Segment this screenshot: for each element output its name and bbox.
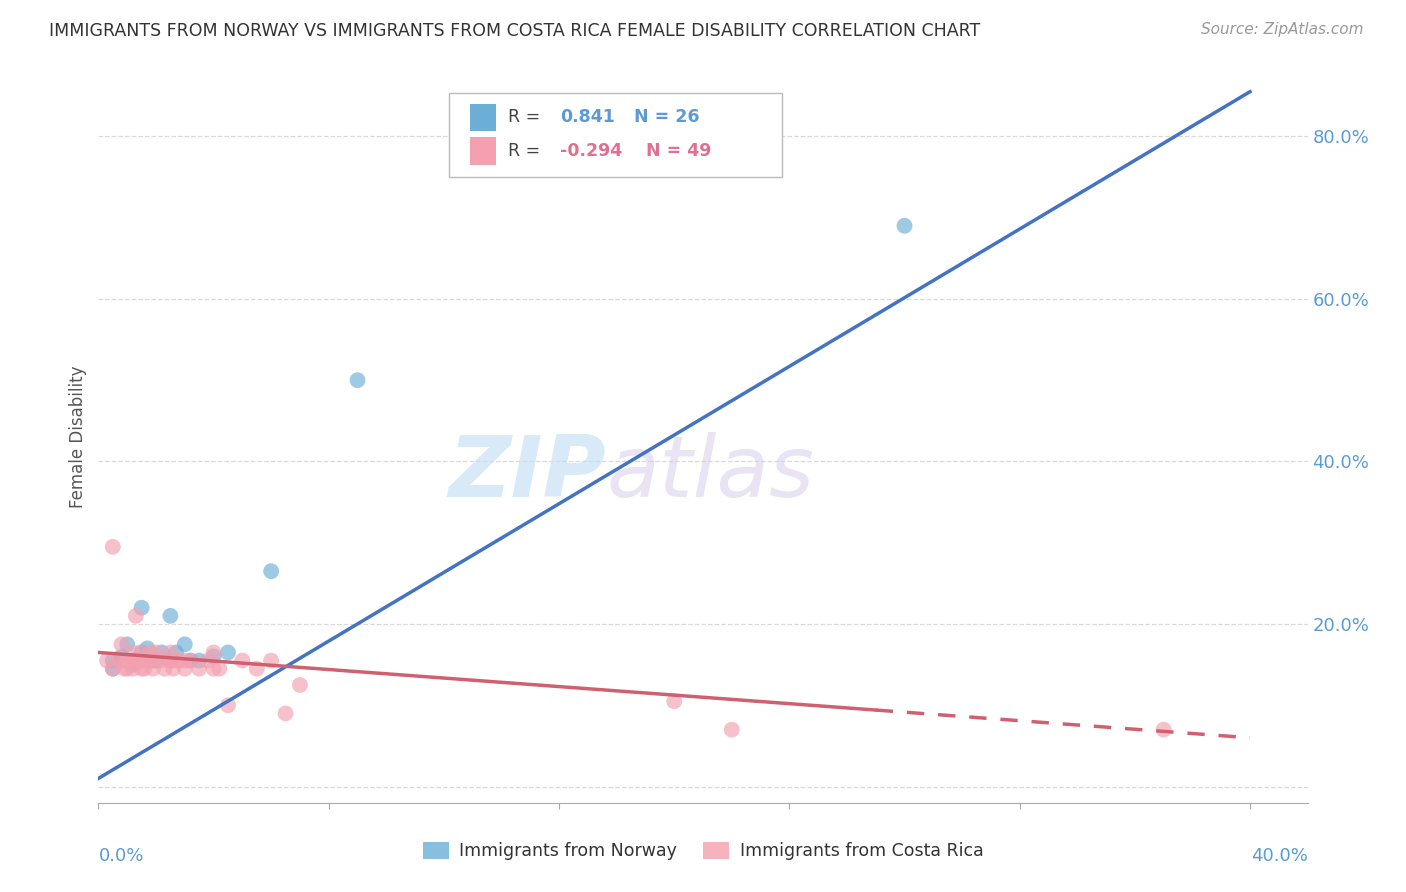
Point bbox=[153, 662, 176, 676]
Point bbox=[167, 654, 190, 668]
Text: R =: R = bbox=[509, 109, 546, 127]
Point bbox=[188, 662, 211, 676]
Point bbox=[110, 649, 132, 664]
Point bbox=[131, 654, 153, 668]
Point bbox=[274, 706, 297, 721]
Point bbox=[217, 645, 239, 659]
Point bbox=[110, 654, 132, 668]
Point bbox=[260, 564, 283, 578]
Point bbox=[173, 662, 195, 676]
Text: R =: R = bbox=[509, 142, 546, 160]
Text: Source: ZipAtlas.com: Source: ZipAtlas.com bbox=[1201, 22, 1364, 37]
Point bbox=[96, 654, 118, 668]
Point bbox=[122, 657, 145, 672]
Point bbox=[125, 654, 148, 668]
Point bbox=[145, 645, 167, 659]
Point bbox=[101, 654, 124, 668]
Point bbox=[202, 645, 225, 659]
Point bbox=[346, 373, 368, 387]
Point bbox=[131, 645, 153, 659]
Point bbox=[150, 645, 173, 659]
Point bbox=[122, 654, 145, 668]
Point bbox=[139, 654, 162, 668]
Point bbox=[162, 662, 184, 676]
Y-axis label: Female Disability: Female Disability bbox=[69, 366, 87, 508]
Point bbox=[110, 637, 132, 651]
Point bbox=[136, 654, 159, 668]
Point bbox=[115, 637, 138, 651]
Text: atlas: atlas bbox=[606, 432, 814, 516]
Text: ZIP: ZIP bbox=[449, 432, 606, 516]
Text: IMMIGRANTS FROM NORWAY VS IMMIGRANTS FROM COSTA RICA FEMALE DISABILITY CORRELATI: IMMIGRANTS FROM NORWAY VS IMMIGRANTS FRO… bbox=[49, 22, 980, 40]
Point bbox=[217, 698, 239, 713]
Point bbox=[159, 645, 181, 659]
Text: N = 26: N = 26 bbox=[634, 109, 700, 127]
Text: 0.0%: 0.0% bbox=[98, 847, 143, 864]
Point bbox=[197, 654, 219, 668]
Point bbox=[122, 645, 145, 659]
Point bbox=[893, 219, 915, 233]
Point bbox=[145, 654, 167, 668]
Point bbox=[101, 540, 124, 554]
Point bbox=[115, 654, 138, 668]
Point bbox=[139, 654, 162, 668]
Point bbox=[1153, 723, 1175, 737]
Point bbox=[720, 723, 742, 737]
Point bbox=[115, 654, 138, 668]
Bar bbox=[470, 103, 496, 131]
Point bbox=[188, 654, 211, 668]
Point bbox=[246, 662, 269, 676]
Point bbox=[180, 654, 202, 668]
Point bbox=[134, 662, 156, 676]
Point bbox=[145, 654, 167, 668]
Text: 0.841: 0.841 bbox=[561, 109, 616, 127]
Point bbox=[664, 694, 686, 708]
Point bbox=[180, 654, 202, 668]
Point bbox=[288, 678, 311, 692]
Point bbox=[110, 654, 132, 668]
Point bbox=[173, 637, 195, 651]
Point bbox=[159, 654, 181, 668]
Point bbox=[165, 645, 187, 659]
Point bbox=[150, 654, 173, 668]
Text: -0.294: -0.294 bbox=[561, 142, 623, 160]
Point bbox=[260, 654, 283, 668]
Point bbox=[202, 662, 225, 676]
Point bbox=[131, 662, 153, 676]
Point bbox=[165, 654, 187, 668]
Point bbox=[125, 608, 148, 623]
Point bbox=[131, 600, 153, 615]
Point bbox=[136, 641, 159, 656]
Point bbox=[101, 662, 124, 676]
Point bbox=[115, 654, 138, 668]
Point bbox=[115, 662, 138, 676]
Point bbox=[101, 662, 124, 676]
Text: N = 49: N = 49 bbox=[647, 142, 711, 160]
Point bbox=[159, 608, 181, 623]
Point bbox=[131, 654, 153, 668]
Point bbox=[142, 662, 165, 676]
Point bbox=[107, 654, 129, 668]
Point bbox=[112, 662, 135, 676]
Point bbox=[122, 662, 145, 676]
Bar bbox=[470, 137, 496, 165]
Point bbox=[208, 662, 231, 676]
FancyBboxPatch shape bbox=[449, 94, 782, 178]
Point bbox=[202, 649, 225, 664]
Point bbox=[231, 654, 253, 668]
Point bbox=[128, 654, 150, 668]
Legend: Immigrants from Norway, Immigrants from Costa Rica: Immigrants from Norway, Immigrants from … bbox=[416, 835, 990, 867]
Point bbox=[131, 645, 153, 659]
Point bbox=[139, 645, 162, 659]
Point bbox=[159, 654, 181, 668]
Point bbox=[173, 654, 195, 668]
Text: 40.0%: 40.0% bbox=[1251, 847, 1308, 864]
